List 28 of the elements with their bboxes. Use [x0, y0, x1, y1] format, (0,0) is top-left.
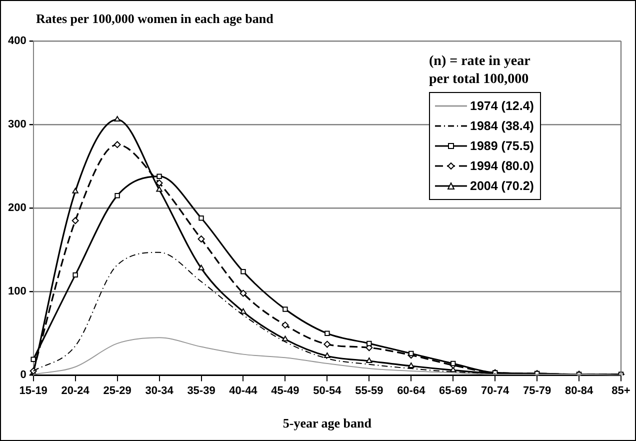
x-tick-label: 60-64: [397, 384, 426, 397]
legend-label: 1984 (38.4): [470, 119, 534, 133]
x-tick-label: 65-69: [439, 384, 468, 397]
x-tick-label: 70-74: [481, 384, 510, 397]
x-tick-label: 15-19: [19, 384, 48, 397]
x-tick-label: 55-59: [355, 384, 384, 397]
y-tick-label: 0: [20, 369, 26, 382]
legend-label: 1974 (12.4): [470, 99, 534, 113]
legend-label: 1989 (75.5): [470, 139, 534, 153]
x-tick-label: 45-49: [271, 384, 300, 397]
y-axis-title: Rates per 100,000 women in each age band: [36, 11, 274, 27]
x-tick-label: 75-79: [522, 384, 552, 397]
y-tick-label: 400: [8, 35, 26, 48]
legend-title: (n) = rate in year per total 100,000: [429, 53, 532, 89]
y-tick-label: 200: [8, 202, 26, 214]
y-tick-label: 100: [8, 286, 26, 298]
x-axis-title: 5-year age band: [282, 416, 372, 431]
x-tick-label: 20-24: [61, 384, 90, 397]
x-tick-label: 85+: [612, 384, 630, 397]
x-tick-label: 30-34: [145, 384, 174, 397]
legend-label: 2004 (70.2): [470, 179, 534, 193]
x-tick-label: 80-84: [564, 384, 594, 397]
legend-label: 1994 (80.0): [470, 159, 534, 173]
x-tick-label: 25-29: [103, 384, 132, 397]
x-tick-label: 40-44: [229, 384, 258, 397]
x-tick-label: 35-39: [187, 384, 216, 397]
x-tick-label: 50-54: [313, 384, 342, 397]
y-tick-label: 300: [8, 118, 26, 131]
